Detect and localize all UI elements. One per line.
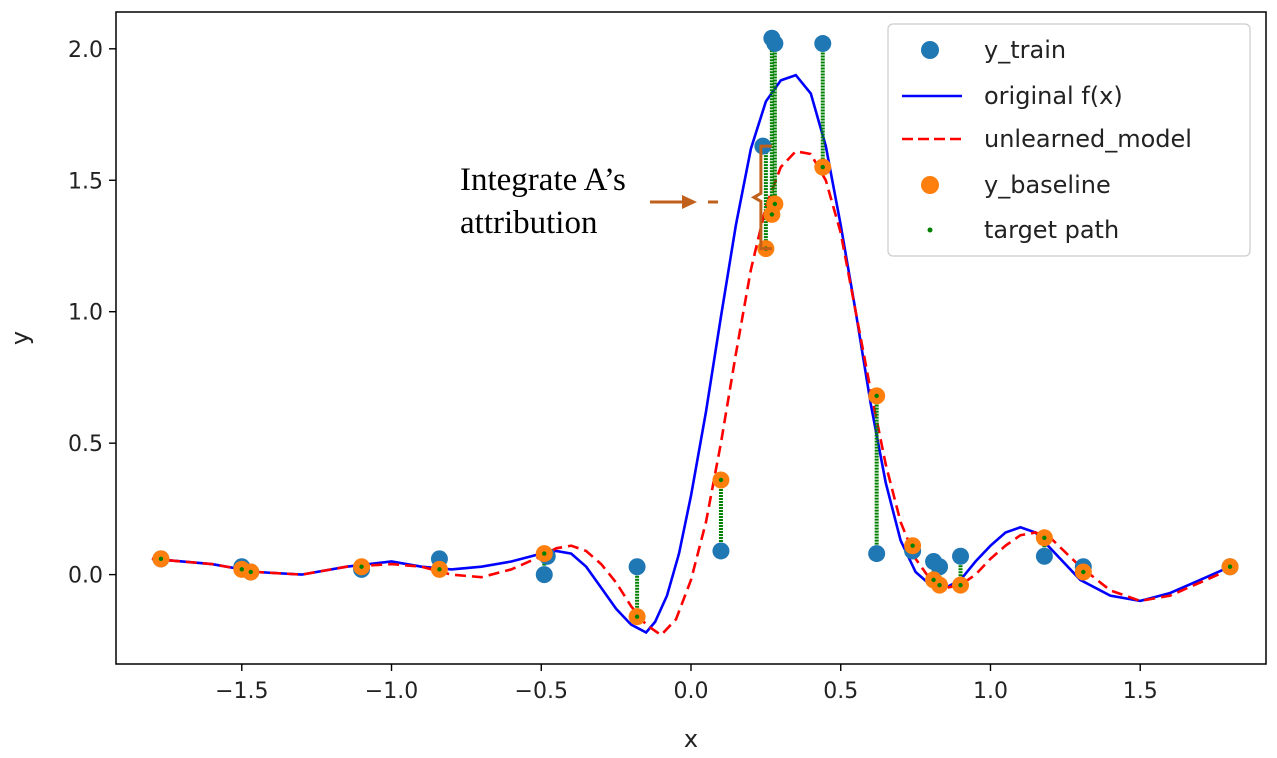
- y-train-point: [814, 35, 832, 53]
- y-tick-label: 0.5: [68, 432, 103, 457]
- x-tick-label: −1.5: [215, 679, 268, 704]
- y-axis-label: y: [6, 331, 34, 345]
- target-path-endpoint: [937, 582, 942, 588]
- legend: y_train original f(x) unlearned_model y_…: [887, 23, 1251, 257]
- target-path-endpoint: [874, 393, 879, 399]
- y-tick-label: 2.0: [68, 38, 103, 63]
- annotation-line-2: attribution: [460, 205, 597, 241]
- series-unlearned-line: [151, 149, 1231, 637]
- series-original-line: [151, 73, 1231, 635]
- x-axis-ticks: −1.5 −1.0 −0.5 0.0 0.5 1.0 1.5: [215, 664, 1158, 704]
- target-path-endpoint: [820, 164, 825, 170]
- y-tick-label: 0.0: [68, 564, 103, 589]
- y-train-point: [535, 566, 553, 584]
- target-path-endpoint: [1081, 569, 1086, 575]
- annotation: Integrate A’s attribution: [460, 144, 772, 251]
- y-axis-ticks: 0.0 0.5 1.0 1.5 2.0: [68, 38, 116, 589]
- legend-label-unlearned: unlearned_model: [984, 125, 1192, 153]
- target-path-endpoint: [958, 582, 963, 588]
- target-path-endpoint: [239, 567, 244, 572]
- target-path-endpoint: [437, 567, 442, 572]
- annotation-arrowhead-icon: [682, 195, 697, 209]
- y-tick-label: 1.0: [68, 301, 103, 326]
- target-path-endpoint: [1042, 535, 1047, 541]
- x-axis-label: x: [684, 725, 698, 753]
- target-path-endpoint: [634, 614, 640, 619]
- y-train-point: [868, 545, 886, 563]
- x-tick-label: 1.0: [973, 679, 1008, 704]
- x-tick-label: 0.5: [823, 679, 858, 704]
- legend-box: [887, 23, 1251, 257]
- y-train-point: [931, 558, 949, 576]
- target-path-endpoint: [772, 201, 778, 207]
- target-path-endpoint: [542, 551, 547, 556]
- legend-marker-target-path: [927, 227, 933, 233]
- target-path-endpoint: [1227, 564, 1233, 569]
- legend-label-original: original f(x): [984, 82, 1123, 110]
- legend-label-y-baseline: y_baseline: [984, 171, 1111, 199]
- target-path-endpoint: [718, 477, 724, 483]
- x-tick-label: −1.0: [365, 679, 418, 704]
- y-train-point: [628, 558, 646, 576]
- legend-label-y-train: y_train: [984, 36, 1066, 64]
- target-path-endpoint: [158, 556, 164, 562]
- annotation-line-1: Integrate A’s: [460, 162, 626, 198]
- legend-label-target-path: target path: [984, 216, 1119, 244]
- y-train-point: [766, 35, 784, 53]
- target-path-endpoint: [359, 564, 364, 569]
- annotation-bracket: [750, 144, 772, 251]
- y-baseline-layer: [152, 158, 1239, 626]
- x-tick-label: 0.0: [674, 679, 709, 704]
- legend-marker-y-train: [921, 41, 939, 59]
- x-tick-label: −0.5: [515, 679, 568, 704]
- y-train-point: [712, 542, 730, 560]
- legend-marker-y-baseline: [921, 176, 939, 194]
- y-train-point: [1035, 547, 1053, 565]
- target-path-endpoint: [931, 577, 936, 583]
- curves-layer: [151, 73, 1231, 637]
- y-train-point: [952, 547, 970, 565]
- target-path-endpoint: [910, 543, 915, 548]
- target-path-endpoint: [769, 212, 775, 217]
- target-path-endpoint: [248, 569, 253, 575]
- y-tick-label: 1.5: [68, 169, 103, 194]
- x-tick-label: 1.5: [1123, 679, 1158, 704]
